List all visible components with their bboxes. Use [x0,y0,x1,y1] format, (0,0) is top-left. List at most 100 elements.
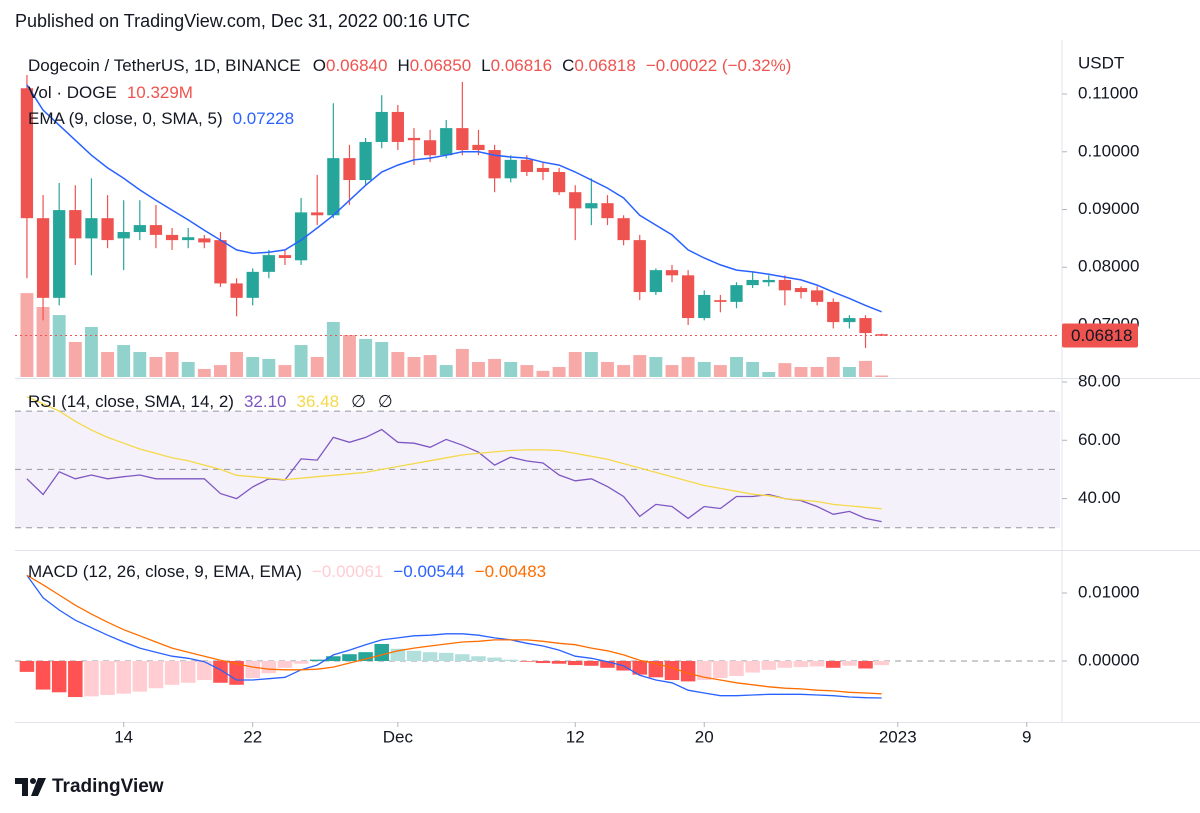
logo [15,778,46,796]
y-tick-label: 0.09000 [1078,199,1139,218]
x-tick-label: 14 [114,727,133,746]
histogram-bar [680,661,696,682]
histogram-bar [503,659,518,662]
y-tick-label: 0.00000 [1078,650,1139,669]
volume-bar [568,352,582,377]
candle-body [423,140,437,156]
histogram-bar [358,652,373,662]
candle-body [262,255,275,272]
indicator-line [26,574,882,699]
histogram-bar [600,661,615,668]
y-tick-label: 80.00 [1078,371,1121,390]
volume-bar [101,352,115,377]
legend-item: −0.00483 [475,562,546,581]
volume-bar [246,357,260,377]
histogram-bar [842,661,857,666]
candle-body [391,111,404,142]
candle-body [569,192,582,209]
candle-body [456,128,469,151]
volume-bar [601,362,614,377]
rsi-pane [26,396,882,523]
last-price-label: 0.06818 [1071,326,1132,345]
x-tick-label: 2023 [879,727,917,746]
legend-item: 32.10 [244,392,287,411]
legend-item: Vol · DOGE [28,83,117,102]
legend-item: 0.06840 [326,56,387,75]
volume-bar [762,372,776,377]
histogram-bar [374,644,389,662]
histogram-bar [745,661,760,673]
histogram-bar [551,661,567,664]
y-tick-label: 0.08000 [1078,257,1139,276]
candle-body [149,225,163,235]
histogram-bar [19,661,35,672]
histogram-bar [793,661,809,668]
legend-item: Dogecoin / TetherUS, 1D, BINANCE [28,56,301,75]
candle-body [278,255,292,259]
candle-body [359,141,372,181]
legend-item: O [313,56,326,75]
volume-bar [617,365,631,377]
y-tick-label: 0.11000 [1078,84,1138,103]
last-price-tag [1062,323,1138,348]
histogram-bar [777,661,793,668]
histogram-bar [309,659,325,662]
symbol-legend: Dogecoin / TetherUS, 1D, BINANCE O0.06840… [28,56,791,75]
volume-bar [875,375,889,377]
volume-bar [214,365,227,377]
histogram-bar [729,661,744,676]
candle-body [36,218,50,298]
histogram-bar [438,652,454,662]
histogram-bar [696,661,712,681]
volume-bar [391,352,405,377]
histogram-bar [761,661,777,670]
candle-body [746,279,759,286]
volume-bar [423,355,437,377]
x-tick-label: Dec [383,727,414,746]
histogram-bar [809,661,825,667]
candle-body [440,128,453,156]
histogram-bar [535,661,551,664]
candle-body [69,210,82,239]
candle-body [407,137,421,141]
histogram-bar [293,661,309,664]
candle-body [182,237,195,241]
volume-bar [407,357,421,377]
volume-bar [230,352,244,377]
legend-item: −0.00022 (−0.32%) [646,56,792,75]
price-pane [20,74,889,377]
volume-bar [697,362,711,377]
indicator-line [26,396,882,510]
histogram-bar [197,661,212,681]
histogram-bar [406,650,422,662]
volume-bar [359,338,373,377]
legend-item: L [481,56,490,75]
header: Published on TradingView.com, Dec 31, 20… [15,11,470,31]
histogram-bar [68,661,83,698]
histogram-bar [874,661,889,666]
legend-item: EMA (9, close, 0, SMA, 5) [28,109,223,128]
legend-item: −0.00544 [393,562,464,581]
volume-bar [68,342,82,377]
volume-legend: Vol · DOGE 10.329M [28,83,193,102]
legend-item: 36.48 [297,392,340,411]
candle-body [504,159,517,179]
y-tick-label: 0.10000 [1078,141,1139,160]
candle-body [520,159,533,172]
footer-brand: TradingView [52,776,164,797]
candle-body [53,210,66,298]
volume-bar [52,315,66,377]
candle-body [875,334,888,336]
histogram-bar [342,654,357,662]
candle-body [811,290,824,302]
volume-bar [472,362,485,377]
plot: 0.070000.080000.090000.100000.11000USDT0… [15,53,1139,746]
legend-item: ∅ [378,392,393,411]
legend-item: 0.06818 [574,56,635,75]
histogram-bar [858,661,873,669]
legend-item: ∅ [351,392,366,411]
legend-item: 0.07228 [233,109,294,128]
candle-body [859,318,872,334]
volume-bar [681,357,695,377]
